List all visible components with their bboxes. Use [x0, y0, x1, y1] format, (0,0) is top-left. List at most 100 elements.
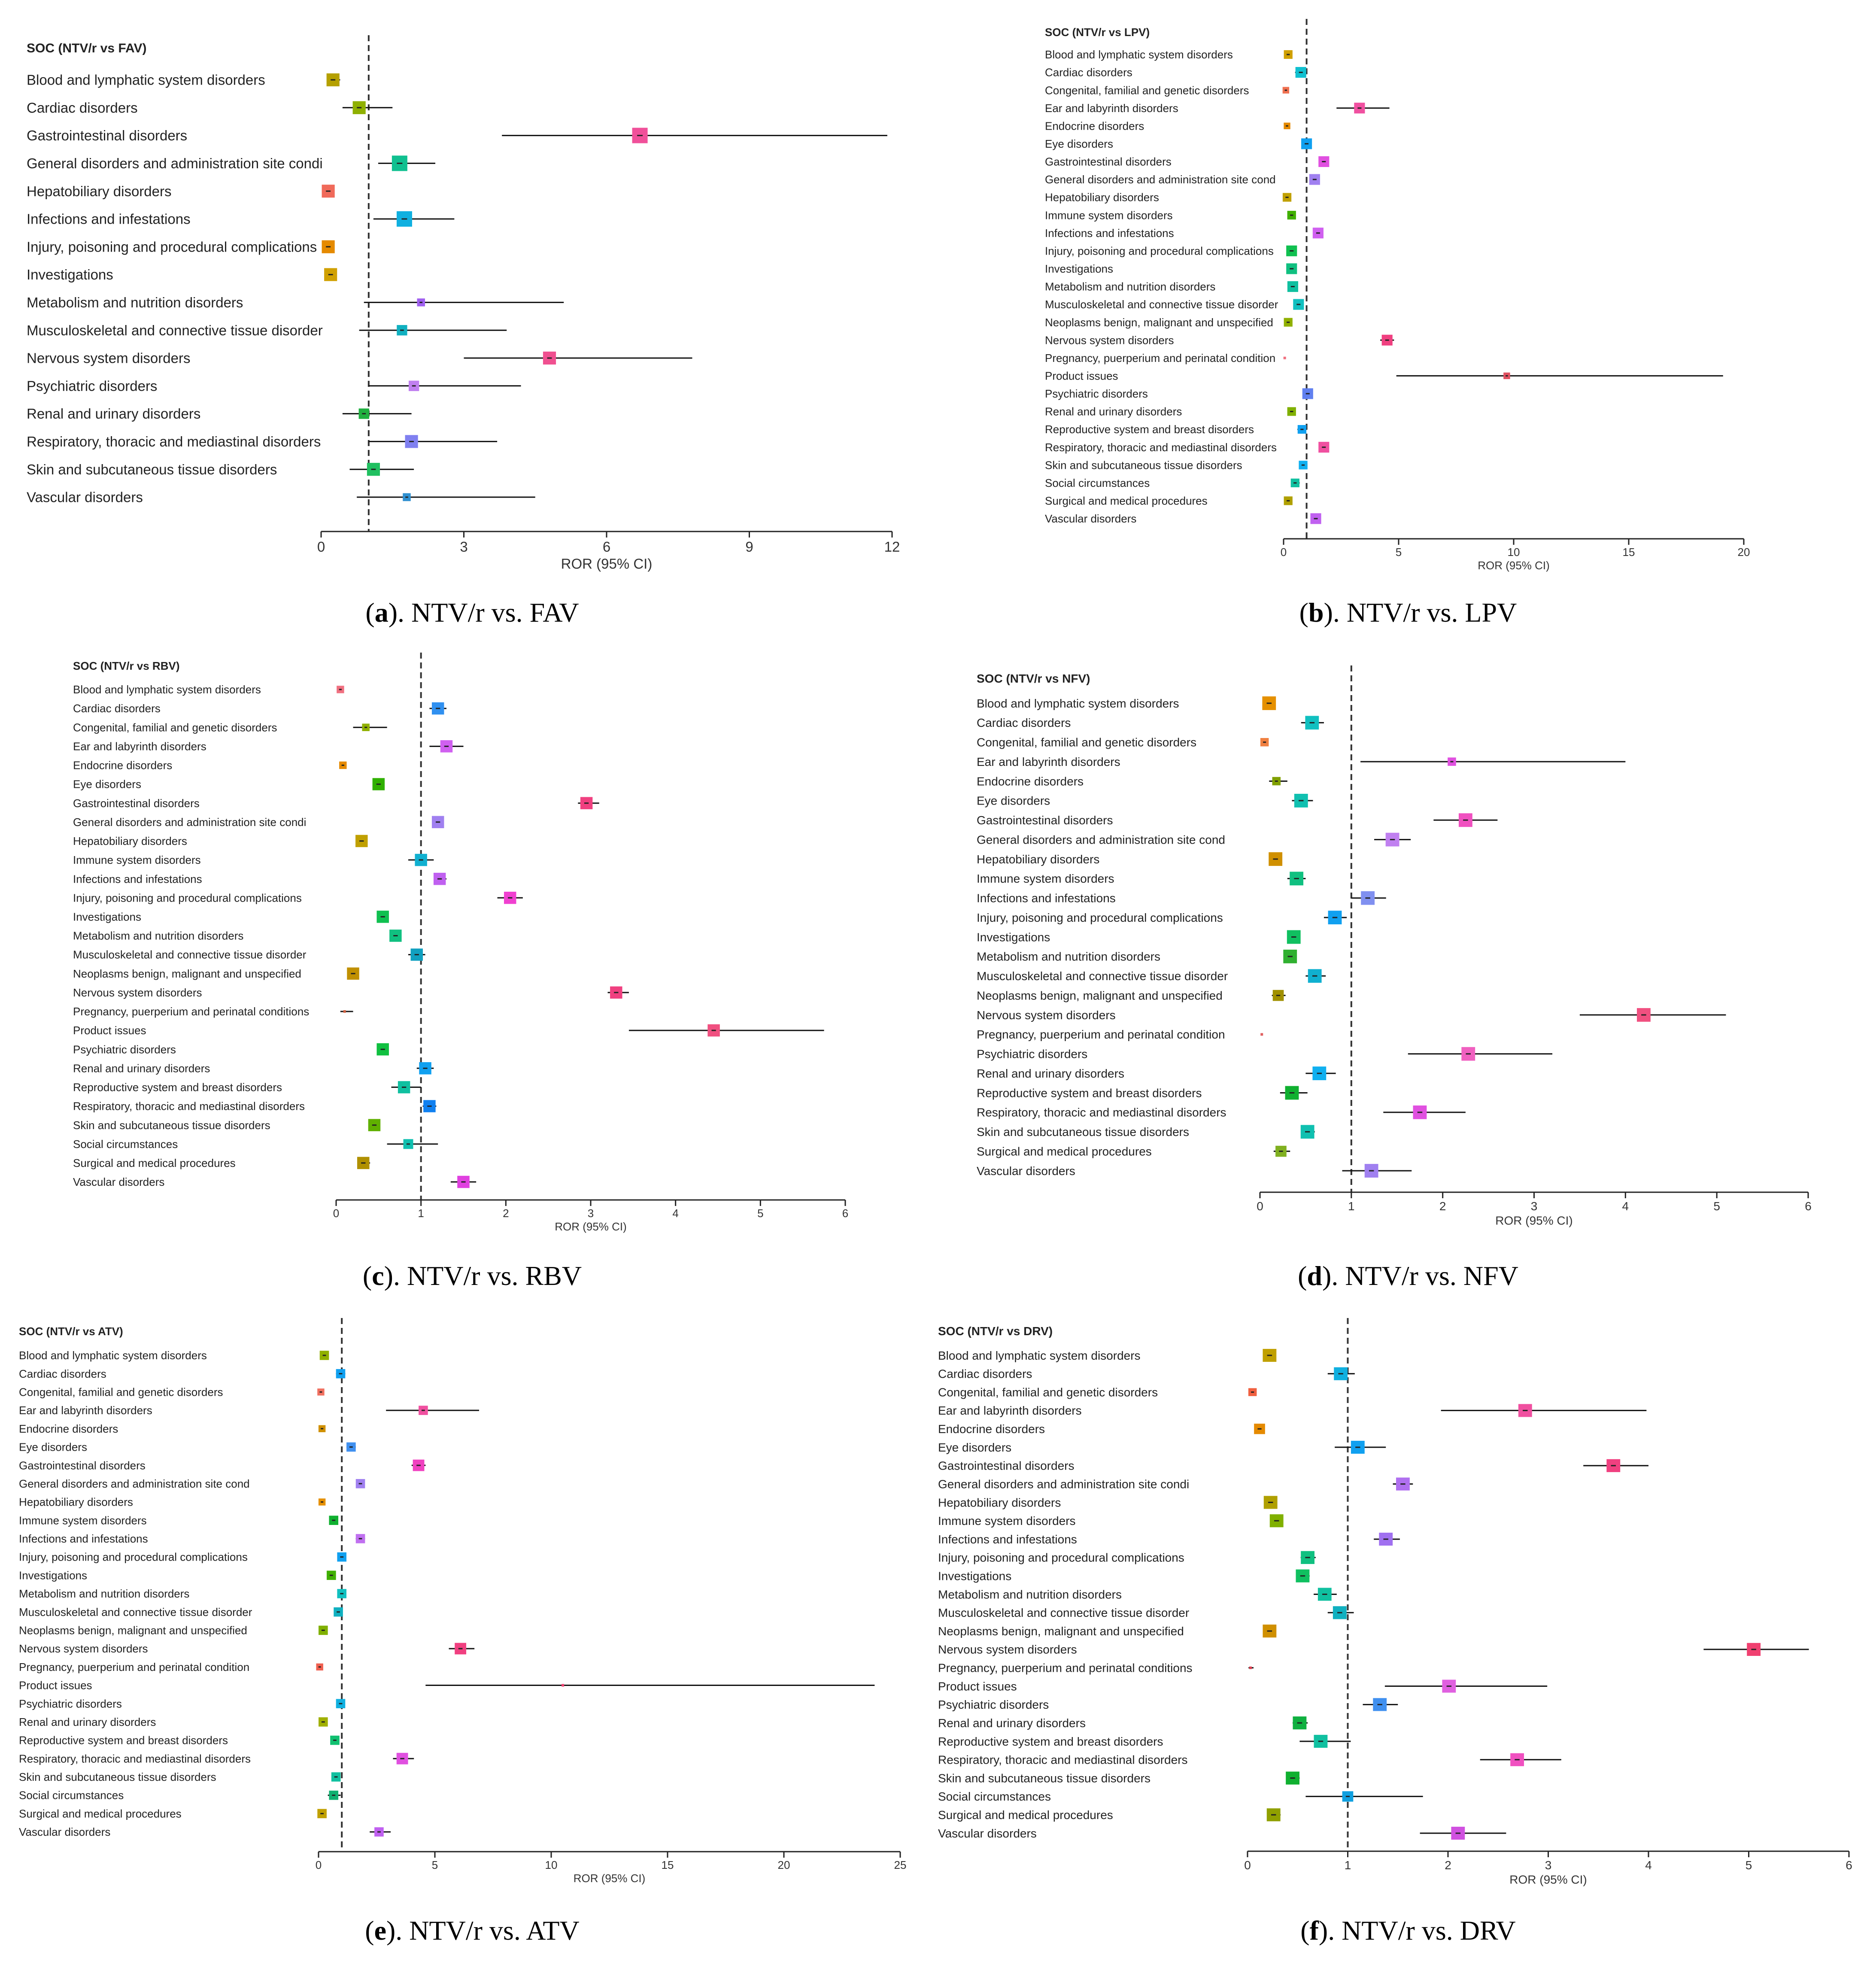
row-label: Skin and subcutaneous tissue disorders [27, 462, 277, 477]
row-label: Investigations [977, 930, 1050, 944]
x-tick-label: 20 [1738, 546, 1750, 559]
row-label: Renal and urinary disorders [1045, 405, 1182, 418]
row-label: Psychiatric disorders [27, 378, 157, 394]
row-label: Reproductive system and breast disorders [73, 1081, 282, 1094]
row-label: Cardiac disorders [938, 1367, 1032, 1381]
row-label: Respiratory, thoracic and mediastinal di… [27, 434, 321, 449]
row-label: Eye disorders [977, 794, 1050, 808]
row-label: Social circumstances [73, 1138, 178, 1151]
row-label: Cardiac disorders [27, 100, 138, 115]
row-label: Immune system disorders [977, 872, 1114, 885]
row-label: Blood and lymphatic system disorders [938, 1349, 1141, 1362]
row-label: Investigations [73, 910, 141, 923]
row-label: Musculoskeletal and connective tissue di… [1045, 298, 1278, 311]
forest-plot-panel-c: SOC (NTV/r vs RBV) Blood and lymphatic sy… [73, 653, 848, 1233]
point-estimate [562, 1684, 565, 1687]
forest-plot-panel-d: SOC (NTV/r vs NFV) Blood and lymphatic sy… [977, 665, 1812, 1227]
row-label: Surgical and medical procedures [977, 1145, 1152, 1158]
row-label: General disorders and administration sit… [977, 833, 1225, 846]
row-label: Infections and infestations [73, 872, 202, 885]
row-label: Skin and subcutaneous tissue disorders [938, 1771, 1150, 1785]
row-label: Product issues [19, 1679, 92, 1692]
row-label: Cardiac disorders [19, 1367, 106, 1380]
row-label: Musculoskeletal and connective tissue di… [938, 1606, 1189, 1619]
row-label: Hepatobiliary disorders [977, 853, 1099, 866]
x-tick-label: 3 [1545, 1859, 1552, 1872]
point-estimate [1260, 1033, 1263, 1036]
row-label: Skin and subcutaneous tissue disorders [19, 1771, 216, 1783]
row-label: Eye disorders [938, 1441, 1011, 1454]
row-label: Investigations [27, 267, 113, 282]
x-tick-label: 10 [545, 1859, 558, 1871]
row-label: Metabolism and nutrition disorders [73, 929, 243, 942]
row-label: Vascular disorders [19, 1825, 110, 1838]
row-label: Ear and labyrinth disorders [1045, 102, 1178, 115]
caption-a: (a). NTV/r vs. FAV [365, 597, 579, 628]
row-label: Neoplasms benign, malignant and unspecif… [1045, 316, 1273, 329]
row-label: Nervous system disorders [977, 1008, 1116, 1022]
row-label: Product issues [938, 1680, 1017, 1693]
row-label: Congenital, familial and genetic disorde… [977, 736, 1196, 749]
row-label: Hepatobiliary disorders [27, 183, 172, 199]
row-label: Surgical and medical procedures [1045, 495, 1208, 507]
caption-b: (b). NTV/r vs. LPV [1299, 597, 1517, 628]
point-estimate [1249, 1666, 1252, 1669]
x-tick-label: 0 [1257, 1200, 1263, 1213]
row-label: Congenital, familial and genetic disorde… [1045, 84, 1249, 97]
forest-plot-panel-b: SOC (NTV/r vs LPV) Blood and lymphatic sy… [1045, 19, 1750, 572]
row-label: Hepatobiliary disorders [938, 1496, 1061, 1509]
row-label: Endocrine disorders [73, 759, 172, 772]
row-label: Ear and labyrinth disorders [73, 740, 206, 753]
row-label: Nervous system disorders [73, 986, 202, 999]
row-label: Nervous system disorders [1045, 334, 1174, 346]
row-label: Immune system disorders [1045, 209, 1173, 222]
row-label: Eye disorders [19, 1441, 87, 1454]
row-label: Cardiac disorders [977, 716, 1071, 729]
chart-title: SOC (NTV/r vs LPV) [1045, 26, 1150, 39]
row-label: General disorders and administration sit… [19, 1477, 250, 1490]
row-label: Respiratory, thoracic and mediastinal di… [938, 1753, 1188, 1767]
point-estimate [1283, 356, 1286, 359]
row-label: Vascular disorders [977, 1164, 1075, 1178]
row-label: Skin and subcutaneous tissue disorders [1045, 459, 1242, 471]
chart-title: SOC (NTV/r vs NFV) [977, 672, 1090, 685]
row-label: Gastrointestinal disorders [1045, 155, 1172, 168]
chart-title: SOC (NTV/r vs ATV) [19, 1325, 123, 1338]
row-label: General disorders and administration sit… [27, 155, 323, 171]
row-label: Social circumstances [19, 1789, 124, 1802]
row-label: Reproductive system and breast disorders [938, 1735, 1163, 1748]
x-axis-label: ROR (95% CI) [555, 1220, 627, 1233]
row-label: Injury, poisoning and procedural complic… [19, 1551, 248, 1564]
row-label: Product issues [73, 1024, 146, 1037]
row-label: Renal and urinary disorders [27, 406, 200, 422]
row-label: Product issues [1045, 369, 1118, 382]
row-label: Cardiac disorders [73, 702, 161, 715]
x-axis-label: ROR (95% CI) [1509, 1873, 1587, 1886]
row-label: Metabolism and nutrition disorders [938, 1588, 1122, 1601]
row-label: Blood and lymphatic system disorders [27, 72, 265, 88]
row-label: Vascular disorders [938, 1827, 1037, 1840]
row-label: Endocrine disorders [938, 1422, 1045, 1436]
x-tick-label: 3 [1531, 1200, 1538, 1213]
row-label: Metabolism and nutrition disorders [27, 295, 243, 310]
row-label: Infections and infestations [1045, 227, 1174, 240]
x-tick-label: 5 [1745, 1859, 1752, 1872]
row-label: Investigations [938, 1569, 1011, 1582]
row-label: Renal and urinary disorders [977, 1067, 1124, 1080]
x-tick-label: 2 [1445, 1859, 1451, 1872]
row-label: Injury, poisoning and procedural complic… [27, 239, 317, 255]
row-label: Pregnancy, puerperium and perinatal cond… [1045, 352, 1275, 364]
row-label: Congenital, familial and genetic disorde… [73, 721, 277, 734]
x-tick-label: 0 [316, 1859, 322, 1871]
row-label: Immune system disorders [938, 1514, 1076, 1528]
row-label: Injury, poisoning and procedural complic… [977, 911, 1223, 924]
x-tick-label: 15 [1623, 546, 1635, 559]
x-tick-label: 0 [1244, 1859, 1251, 1872]
x-tick-label: 9 [745, 539, 753, 555]
row-label: Endocrine disorders [977, 774, 1084, 788]
row-label: Skin and subcutaneous tissue disorders [977, 1125, 1189, 1139]
row-label: Immune system disorders [73, 853, 201, 866]
row-label: Psychiatric disorders [19, 1697, 122, 1710]
row-label: Respiratory, thoracic and mediastinal di… [977, 1106, 1226, 1119]
row-label: Neoplasms benign, malignant and unspecif… [938, 1625, 1184, 1638]
